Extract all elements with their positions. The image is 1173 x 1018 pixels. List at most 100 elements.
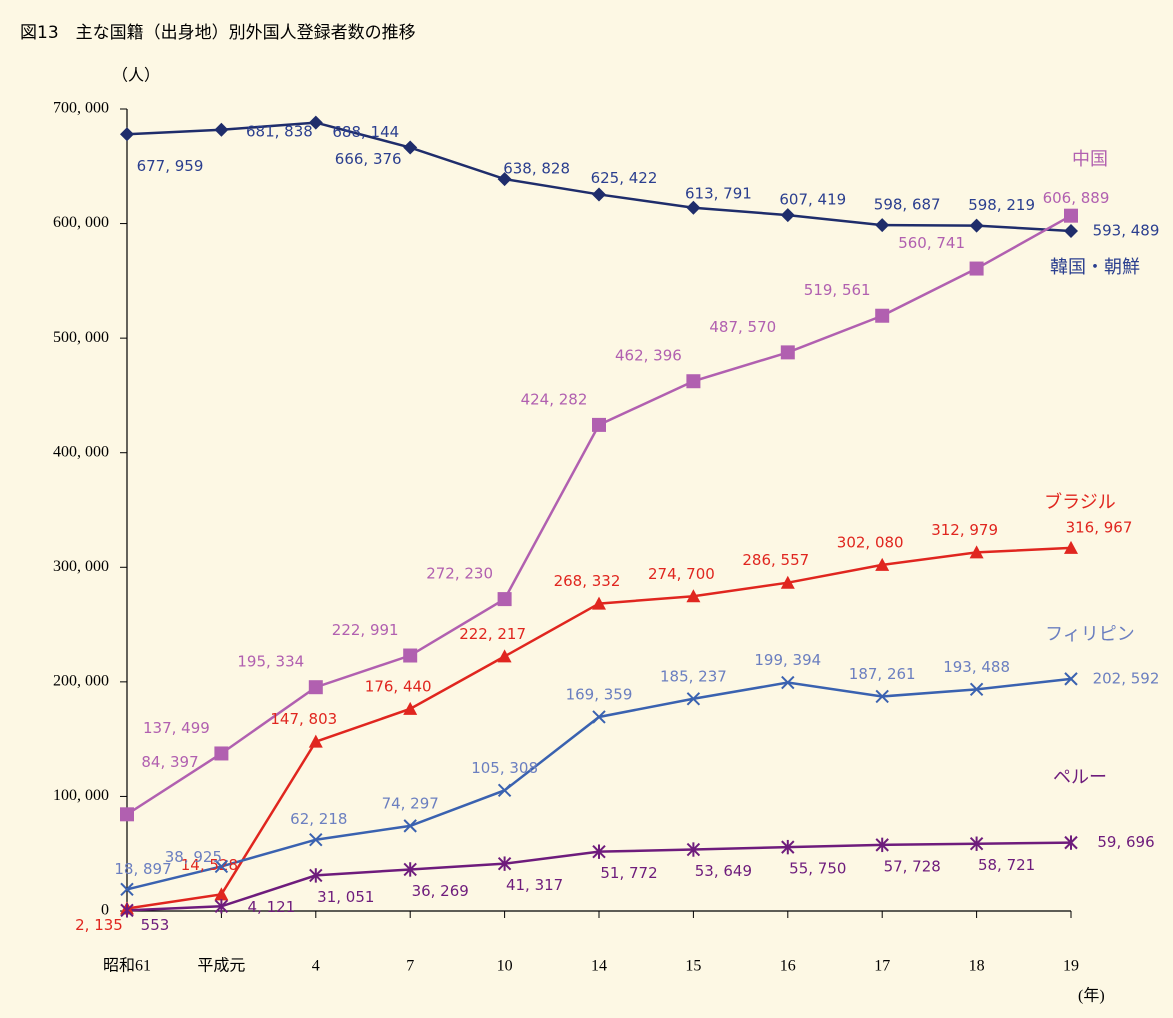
x-tick-label: 14 — [591, 958, 607, 975]
marker-stroke — [875, 689, 889, 704]
marker — [1064, 208, 1078, 223]
marker-stroke — [120, 882, 134, 897]
chart-title: 図13 主な国籍（出身地）別外国人登録者数の推移 — [20, 23, 416, 43]
data-label: 222, 217 — [459, 625, 526, 643]
data-label: 31, 051 — [317, 888, 374, 906]
marker — [214, 859, 229, 874]
marker — [875, 218, 890, 233]
data-label: 195, 334 — [237, 653, 304, 671]
marker — [403, 819, 417, 833]
data-label: 4, 121 — [248, 898, 296, 916]
x-tick-label: 4 — [312, 958, 320, 975]
data-label: 312, 979 — [931, 521, 998, 539]
data-label: 677, 959 — [137, 157, 204, 175]
data-label: 598, 687 — [874, 196, 941, 214]
y-tick-label: 500, 000 — [53, 329, 109, 346]
marker-stroke — [592, 710, 606, 724]
marker — [497, 856, 512, 871]
data-label: 18, 897 — [114, 860, 171, 878]
x-tick-label: 19 — [1063, 958, 1079, 975]
marker-stroke — [309, 833, 323, 847]
marker-stroke — [1064, 672, 1078, 686]
data-label: 105, 308 — [471, 759, 538, 777]
marker — [497, 783, 512, 798]
data-label: 176, 440 — [365, 677, 432, 695]
marker — [497, 649, 512, 663]
data-label: 316, 967 — [1066, 518, 1133, 536]
marker — [403, 648, 418, 663]
marker — [969, 261, 984, 276]
data-label: 51, 772 — [600, 864, 657, 882]
x-tick-label: 17 — [874, 958, 890, 975]
marker — [497, 592, 512, 607]
marker — [780, 208, 795, 223]
y-tick-label: 400, 000 — [53, 443, 109, 460]
x-tick-label: 15 — [685, 958, 701, 975]
data-label: 688, 144 — [332, 123, 399, 141]
data-label: 606, 889 — [1043, 189, 1110, 207]
x-tick-label: 昭和61 — [103, 957, 151, 975]
data-label: 202, 592 — [1093, 669, 1160, 687]
marker — [1064, 835, 1078, 850]
data-label: 598, 219 — [968, 196, 1035, 214]
marker — [969, 545, 984, 559]
data-label: 58, 721 — [978, 856, 1035, 874]
marker-stroke — [214, 859, 229, 874]
y-unit: （人） — [112, 67, 160, 85]
marker — [403, 140, 418, 155]
marker — [686, 589, 701, 603]
marker-stroke — [686, 692, 701, 706]
y-tick-label: 700, 000 — [53, 100, 109, 117]
marker — [686, 692, 701, 706]
marker — [592, 844, 606, 859]
data-label: 193, 488 — [943, 658, 1010, 676]
marker — [969, 218, 984, 233]
marker — [781, 675, 795, 690]
marker — [686, 842, 701, 857]
marker — [592, 417, 606, 432]
y-tick-label: 200, 000 — [53, 673, 109, 690]
marker — [214, 746, 229, 761]
x-unit: (年) — [1078, 987, 1105, 1005]
marker — [781, 839, 795, 855]
data-label: 519, 561 — [804, 281, 871, 299]
data-label: 553 — [141, 916, 170, 934]
marker — [120, 903, 134, 918]
data-label: 84, 397 — [141, 753, 198, 771]
marker — [309, 868, 323, 883]
marker — [969, 682, 984, 697]
data-label: 41, 317 — [506, 876, 563, 894]
marker — [120, 807, 134, 822]
marker — [875, 689, 889, 704]
marker — [686, 200, 701, 215]
series-name: 韓国・朝鮮 — [1050, 257, 1140, 278]
marker — [308, 734, 323, 748]
data-label: 302, 080 — [837, 533, 904, 551]
marker — [969, 836, 984, 851]
marker — [403, 862, 417, 877]
series-name: ペルー — [1053, 767, 1107, 788]
data-label: 185, 237 — [660, 667, 727, 685]
data-label: 487, 570 — [709, 318, 776, 336]
marker — [1064, 224, 1078, 239]
data-label: 560, 741 — [898, 234, 965, 252]
marker — [497, 172, 512, 187]
marker — [592, 596, 606, 610]
series-name: 中国 — [1072, 149, 1108, 170]
data-label: 38, 925 — [165, 848, 222, 866]
y-tick-label: 300, 000 — [53, 558, 109, 575]
data-label: 36, 269 — [412, 882, 469, 900]
marker — [1064, 672, 1078, 686]
marker — [214, 122, 229, 137]
data-label: 607, 419 — [779, 191, 846, 209]
series-name: ブラジル — [1044, 491, 1116, 513]
marker — [1064, 540, 1078, 554]
x-tick-label: 平成元 — [197, 957, 245, 975]
series-name: フィリピン — [1045, 624, 1135, 645]
data-label: 593, 489 — [1093, 222, 1160, 240]
data-label: 62, 218 — [290, 810, 347, 828]
data-label: 462, 396 — [615, 347, 682, 365]
data-label: 268, 332 — [554, 572, 621, 590]
data-label: 187, 261 — [849, 665, 916, 683]
